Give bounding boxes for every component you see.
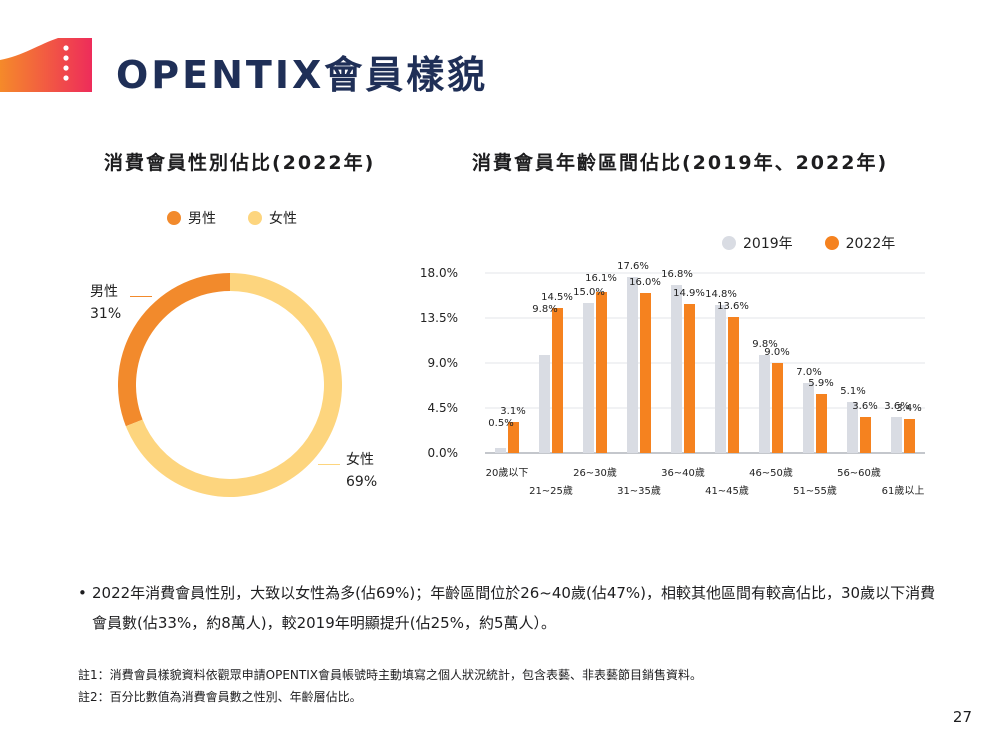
page-number: 27 [952, 708, 972, 726]
legend-item-2019: 2019年 [722, 233, 793, 253]
legend-item-2022: 2022年 [824, 233, 896, 253]
data-label-2022: 13.6% [717, 301, 749, 312]
bar-2019-6 [759, 355, 770, 453]
bar-2019-0 [495, 448, 506, 453]
bar-2022-8 [860, 417, 871, 453]
pie-label-female-value: 69% [346, 474, 378, 490]
data-label-2022: 3.1% [500, 406, 525, 417]
footnote-1: 註1：消費會員樣貌資料依觀眾申請OPENTIX會員帳號時主動填寫之個人狀況統計，… [78, 668, 702, 682]
data-label-2019: 14.8% [705, 289, 737, 300]
pie-chart-title: 消費會員性別佔比(2022年) [104, 152, 376, 174]
bar-2022-3 [640, 293, 651, 453]
x-tick-label: 26~30歲 [573, 466, 617, 479]
pie-label-female: 女性 69% [346, 449, 377, 493]
legend-label-female: 女性 [269, 211, 297, 227]
bar-2022-5 [728, 317, 739, 453]
x-tick-label: 21~25歲 [529, 484, 573, 497]
data-label-2022: 3.4% [896, 403, 921, 414]
pie-leader-line-male [130, 296, 152, 297]
bar-2022-7 [816, 394, 827, 453]
y-tick-label: 18.0% [420, 266, 458, 280]
bar-2019-7 [803, 383, 814, 453]
pie-leader-line-female [318, 464, 340, 465]
bar-legend: 2019年 2022年 [722, 233, 895, 253]
gender-donut-chart [117, 273, 342, 497]
pie-label-male: 男性 31% [90, 281, 121, 325]
footnotes: 註1：消費會員樣貌資料依觀眾申請OPENTIX會員帳號時主動填寫之個人狀況統計，… [78, 664, 702, 708]
bar-2019-5 [715, 305, 726, 453]
summary-text: 2022年消費會員性別，大致以女性為多(佔69%)；年齡區間位於26~40歲(佔… [92, 584, 936, 632]
data-label-2019: 9.8% [752, 339, 777, 350]
y-tick-label: 13.5% [420, 311, 458, 325]
summary-paragraph: • 2022年消費會員性別，大致以女性為多(佔69%)；年齡區間位於26~40歲… [78, 578, 938, 638]
bar-2019-4 [671, 285, 682, 453]
bar-2022-4 [684, 304, 695, 453]
pie-label-female-name: 女性 [346, 452, 374, 468]
page-title: OPENTIX會員樣貌 [116, 53, 489, 97]
bar-2019-1 [539, 355, 550, 453]
bar-chart-title: 消費會員年齡區間佔比(2019年、2022年) [472, 152, 889, 174]
data-label-2022: 14.9% [673, 288, 705, 299]
pie-slice-male [117, 273, 230, 427]
bar-2019-9 [891, 417, 902, 453]
data-label-2019: 17.6% [617, 261, 649, 272]
y-tick-label: 9.0% [428, 356, 459, 370]
x-tick-label: 20歲以下 [486, 466, 529, 479]
bar-2022-1 [552, 308, 563, 453]
data-label-2022: 5.9% [808, 378, 833, 389]
legend-swatch-male [167, 211, 181, 225]
data-label-2019: 0.5% [488, 418, 513, 429]
age-bar-chart: 0.0%4.5%9.0%13.5%18.0%0.5%3.1%20歲以下9.8%1… [420, 261, 925, 497]
data-label-2019: 9.8% [532, 304, 557, 315]
bar-2022-2 [596, 292, 607, 453]
data-label-2022: 3.6% [852, 401, 877, 412]
legend-item-male: 男性 [167, 208, 216, 228]
x-tick-label: 31~35歲 [617, 484, 661, 497]
pie-label-male-value: 31% [90, 306, 122, 322]
legend-label-male: 男性 [188, 211, 216, 227]
bar-2022-9 [904, 419, 915, 453]
data-label-2019: 15.0% [573, 287, 605, 298]
y-tick-label: 4.5% [428, 401, 459, 415]
legend-label-2022: 2022年 [845, 236, 896, 252]
x-tick-label: 46~50歲 [749, 466, 793, 479]
bar-2019-8 [847, 402, 858, 453]
legend-swatch-female [248, 211, 262, 225]
x-tick-label: 61歲以上 [882, 484, 925, 497]
data-label-2019: 16.8% [661, 269, 693, 280]
x-tick-label: 56~60歲 [837, 466, 881, 479]
data-label-2019: 5.1% [840, 386, 865, 397]
summary-bullet: • [78, 584, 87, 602]
data-label-2019: 3.6% [884, 401, 909, 412]
bar-2019-3 [627, 277, 638, 453]
data-label-2022: 9.0% [764, 347, 789, 358]
legend-swatch-2022 [824, 236, 839, 250]
data-label-2022: 16.0% [629, 277, 661, 288]
legend-label-2019: 2019年 [743, 236, 793, 252]
ticket-logo-icon [0, 38, 92, 92]
footnote-2: 註2：百分比數值為消費會員數之性別、年齡層佔比。 [78, 690, 362, 704]
bar-2019-2 [583, 303, 594, 453]
x-tick-label: 51~55歲 [793, 484, 837, 497]
legend-swatch-2019 [722, 236, 736, 250]
bar-2022-0 [508, 422, 519, 453]
pie-legend: 男性 女性 [167, 208, 297, 228]
x-tick-label: 41~45歲 [705, 484, 749, 497]
data-label-2022: 16.1% [585, 273, 617, 284]
pie-label-male-name: 男性 [90, 284, 118, 300]
data-label-2019: 7.0% [796, 367, 821, 378]
y-tick-label: 0.0% [428, 446, 459, 460]
x-tick-label: 36~40歲 [661, 466, 705, 479]
bar-2022-6 [772, 363, 783, 453]
legend-item-female: 女性 [248, 208, 297, 228]
data-label-2022: 14.5% [541, 292, 573, 303]
